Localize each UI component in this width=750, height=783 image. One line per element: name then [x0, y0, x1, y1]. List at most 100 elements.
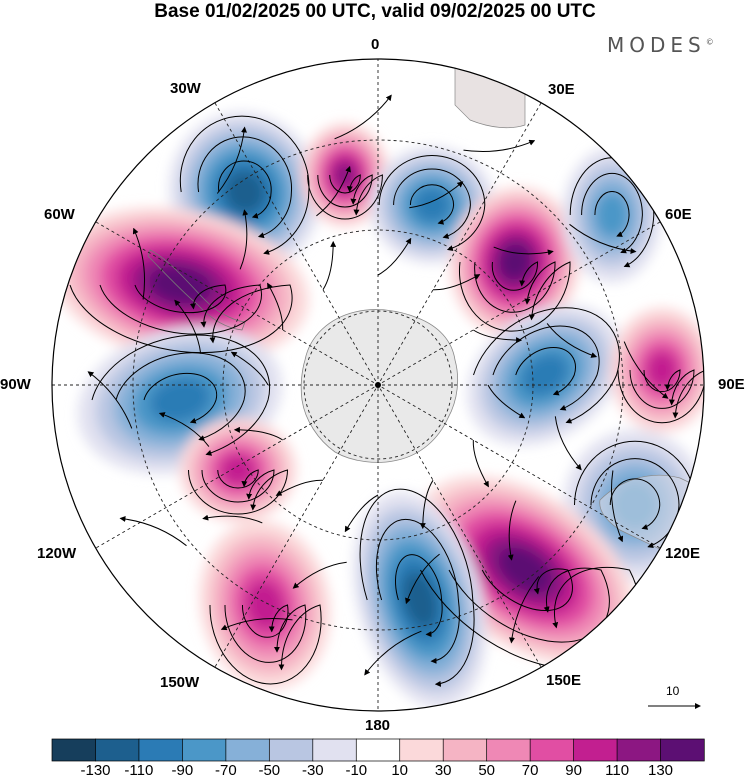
lon-label-90e: 90E — [718, 376, 745, 393]
negative-anomaly-contour — [225, 170, 265, 214]
lon-label-150e: 150E — [546, 672, 582, 689]
colorbar-tick-label: -70 — [215, 762, 237, 779]
colorbar-tick-label: -50 — [258, 762, 281, 779]
positive-anomaly-contour — [220, 454, 256, 486]
streamline — [459, 261, 571, 332]
colorbar-tick-label: 70 — [521, 762, 539, 779]
streamline — [230, 351, 269, 386]
colorbar-tick-label: -110 — [124, 762, 154, 779]
streamline — [473, 307, 620, 424]
streamline — [115, 352, 246, 441]
lon-label-180: 180 — [365, 717, 391, 734]
streamline — [377, 237, 412, 276]
streamline — [307, 174, 383, 220]
south-america-coast — [147, 249, 246, 331]
streamline — [546, 323, 598, 358]
streamline — [119, 515, 187, 547]
colorbar-tick-label: 110 — [605, 762, 630, 779]
streamline — [491, 261, 539, 291]
positive-anomaly-contour — [646, 351, 678, 389]
reference-vector-label: 10 — [666, 684, 680, 698]
lon-label-150w: 150W — [160, 674, 200, 691]
colorbar — [51, 738, 705, 762]
colorbar-tick-label: -130 — [80, 762, 111, 779]
streamline — [617, 369, 704, 424]
streamline — [481, 568, 573, 612]
lon-label-30e: 30E — [548, 81, 575, 98]
colorbar-cell — [268, 738, 314, 762]
streamline — [629, 369, 695, 409]
colorbar-cell — [529, 738, 575, 762]
colorbar-cell — [660, 738, 705, 762]
streamline — [317, 174, 373, 208]
streamline — [581, 172, 643, 254]
colorbar-cell — [486, 738, 531, 762]
positive-anomaly-contour — [499, 243, 531, 281]
colorbar-tick-label: -30 — [301, 762, 324, 779]
streamline — [364, 630, 422, 676]
colorbar-cell — [399, 738, 444, 762]
streamline — [334, 94, 392, 140]
negative-anomaly-contour — [402, 571, 438, 629]
negative-anomaly-contour — [150, 378, 210, 422]
streamline — [594, 191, 630, 237]
positive-anomaly-contour — [148, 266, 212, 304]
streamline — [158, 412, 210, 447]
colorbar-cell — [616, 738, 662, 762]
streamline — [275, 479, 324, 496]
streamline — [623, 341, 669, 399]
streamline — [508, 576, 540, 644]
colorbar-tick-label: -10 — [345, 762, 368, 779]
streamline — [419, 480, 434, 530]
streamline — [609, 478, 661, 530]
colorbar-cell — [355, 738, 401, 762]
streamline — [474, 261, 556, 313]
colorbar-cell — [312, 738, 357, 762]
colorbar-tick-label: 10 — [391, 762, 409, 779]
negative-anomaly-contour — [595, 192, 629, 238]
streamline — [143, 372, 218, 424]
streamline — [132, 227, 146, 300]
colorbar-tick-label: -90 — [171, 762, 194, 779]
streamline — [432, 274, 481, 291]
streamline — [409, 184, 455, 225]
streamline — [202, 514, 263, 524]
map-border — [51, 58, 705, 712]
colorbar-tick-label: 50 — [478, 762, 496, 779]
streamline — [218, 160, 272, 219]
streamline — [487, 384, 526, 419]
streamline — [91, 334, 271, 456]
wind-streamlines — [69, 94, 704, 687]
streamline — [375, 518, 460, 664]
colorbar-labels: -130 -110 -90 -70 -50 -30 -10 10 30 50 70 90 110 130 — [0, 762, 750, 782]
streamline — [69, 284, 293, 354]
streamline — [99, 284, 263, 335]
streamline — [233, 426, 283, 441]
colorbar-tick-label: 130 — [647, 762, 674, 779]
lon-label-120e: 120E — [665, 545, 701, 562]
streamline — [322, 240, 337, 290]
colorbar-cell — [182, 738, 227, 762]
positive-anomaly-contour — [333, 161, 357, 189]
streamline — [188, 469, 289, 515]
streamline — [344, 494, 379, 533]
streamline — [554, 416, 582, 471]
lon-label-0: 0 — [371, 36, 380, 53]
streamline — [409, 181, 464, 209]
colorbar-cell — [442, 738, 488, 762]
streamline — [393, 168, 471, 239]
colorbar-tick-label: 90 — [565, 762, 582, 779]
streamline — [292, 561, 347, 589]
streamline — [241, 604, 289, 638]
colorbar-cell — [95, 738, 140, 762]
streamline — [216, 126, 248, 194]
streamline — [472, 439, 489, 488]
streamline — [463, 139, 536, 153]
streamline — [239, 209, 249, 270]
streamline — [405, 553, 440, 605]
streamline — [87, 371, 133, 429]
streamline — [610, 470, 624, 543]
map-title: Base 01/02/2025 00 UTC, valid 09/02/2025… — [154, 1, 596, 22]
streamline — [267, 282, 284, 331]
lon-label-60e: 60E — [665, 206, 692, 223]
